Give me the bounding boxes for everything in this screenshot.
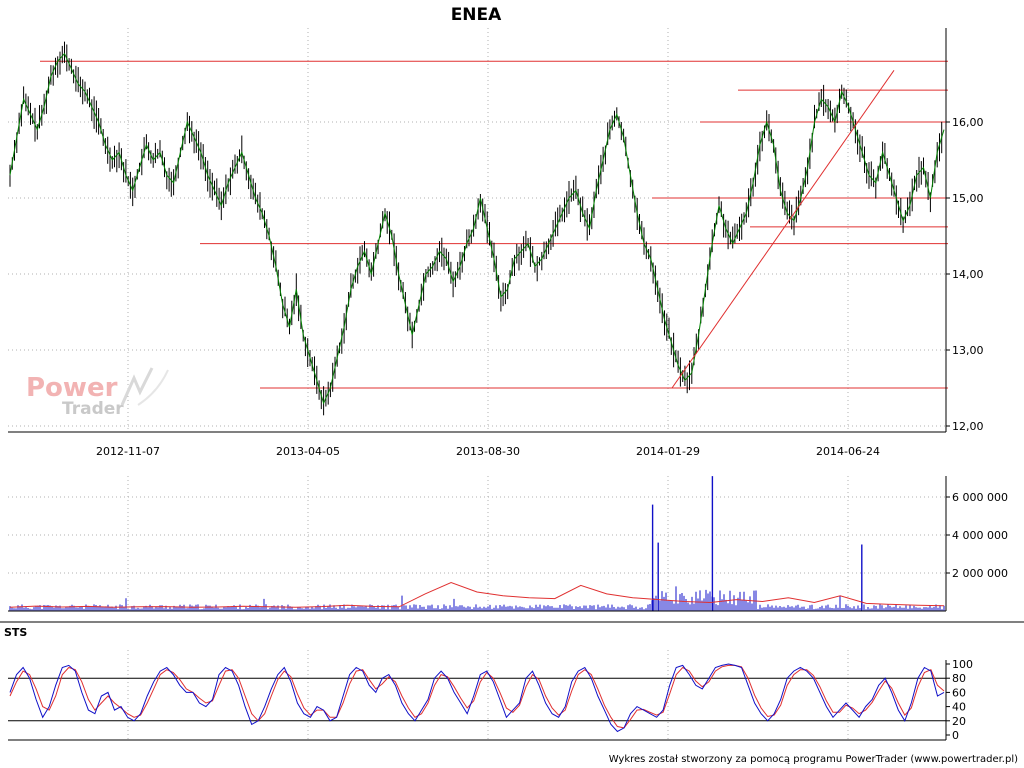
y-tick-label: 20 xyxy=(952,715,966,728)
sts-label: STS xyxy=(4,626,27,639)
y-tick-label: 80 xyxy=(952,672,966,685)
x-tick-label: 2014-06-24 xyxy=(816,445,880,458)
logo-swoosh-icon xyxy=(137,369,169,406)
sts-reference-lines xyxy=(8,677,946,722)
sts-d-line xyxy=(9,664,945,729)
volume-y-ticks: 2 000 000 4 000 000 6 000 000 xyxy=(946,491,1008,580)
y-tick-label: 15,00 xyxy=(952,192,984,205)
price-grid xyxy=(8,28,946,432)
y-tick-label: 14,00 xyxy=(952,268,984,281)
y-tick-label: 4 000 000 xyxy=(952,529,1008,542)
y-tick-label: 13,00 xyxy=(952,344,984,357)
y-tick-label: 16,00 xyxy=(952,116,984,129)
sts-k-line xyxy=(9,663,945,733)
powertrader-logo: Power Trader xyxy=(26,367,169,419)
price-panel: ENEA Power Trader 12,00 13,00 14,00 15,00 16… xyxy=(8,5,984,458)
chart-title: ENEA xyxy=(451,5,502,25)
x-tick-label: 2014-01-29 xyxy=(636,445,700,458)
price-candles xyxy=(9,41,943,416)
logo-power-text: Power xyxy=(26,373,118,403)
y-tick-label: 0 xyxy=(952,729,959,742)
x-ticks: 2012-11-07 2013-04-05 2013-08-30 2014-01… xyxy=(96,445,880,458)
y-tick-label: 6 000 000 xyxy=(952,491,1008,504)
y-tick-label: 100 xyxy=(952,658,973,671)
price-trend-line xyxy=(9,52,945,405)
volume-average-line xyxy=(9,581,945,608)
y-tick-label: 60 xyxy=(952,686,966,699)
volume-panel: 2 000 000 4 000 000 6 000 000 xyxy=(8,476,1008,612)
sts-grid xyxy=(127,650,849,740)
support-lines xyxy=(40,60,948,389)
x-tick-label: 2013-04-05 xyxy=(276,445,340,458)
footer-credit: Wykres został stworzony za pomocą progra… xyxy=(609,754,1018,765)
rising-trendline xyxy=(671,70,895,389)
price-panel-bg xyxy=(8,28,946,432)
volume-bars xyxy=(9,476,945,611)
logo-chart-icon xyxy=(120,367,154,406)
volume-grid xyxy=(8,476,946,611)
logo-trader-text: Trader xyxy=(62,399,124,419)
y-tick-label: 2 000 000 xyxy=(952,567,1008,580)
price-y-ticks: 12,00 13,00 14,00 15,00 16,00 xyxy=(946,116,984,433)
y-tick-label: 12,00 xyxy=(952,420,984,433)
x-tick-label: 2012-11-07 xyxy=(96,445,160,458)
y-tick-label: 40 xyxy=(952,701,966,714)
x-tick-label: 2013-08-30 xyxy=(456,445,520,458)
